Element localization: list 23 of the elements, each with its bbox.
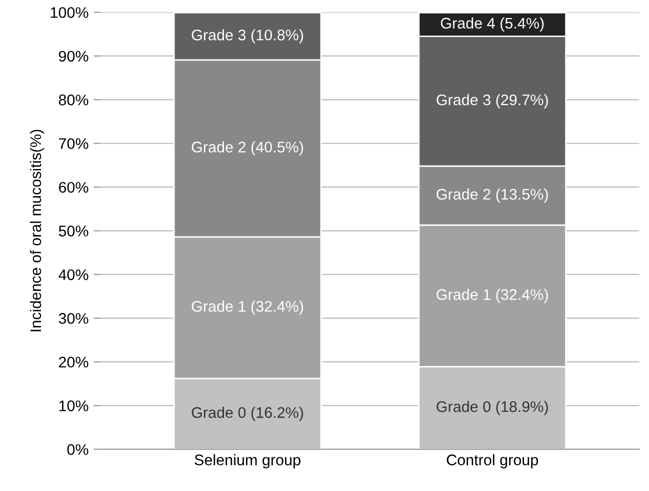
y-tick-label: 10%: [59, 400, 88, 412]
data-label: Grade 2 (13.5%): [436, 188, 548, 203]
data-label: Grade 3 (29.7%): [436, 94, 548, 108]
data-label: Grade 0 (18.9%): [436, 400, 548, 416]
data-label: Grade 3 (10.8%): [192, 29, 304, 44]
x-tick-label: Selenium group: [194, 454, 300, 468]
data-label: Grade 4 (5.4%): [440, 17, 544, 32]
x-tick-label: Control group: [446, 454, 538, 468]
data-label: Grade 1 (32.4%): [192, 300, 304, 315]
data-label: Grade 0 (16.2%): [192, 406, 304, 421]
y-tick-label: 100%: [50, 7, 88, 18]
y-tick-label: 50%: [58, 226, 88, 236]
y-axis-title: Incidence of oral mucositis(%): [30, 130, 44, 332]
data-label: Grade 2 (40.5%): [192, 141, 304, 156]
y-tick-label: 40%: [58, 269, 88, 280]
y-tick-label: 30%: [58, 313, 88, 324]
y-tick-label: 80%: [58, 94, 88, 106]
y-tick-label: 60%: [58, 182, 88, 193]
data-label: Grade 1 (32.4%): [436, 288, 548, 303]
y-tick-label: 90%: [58, 50, 88, 62]
y-tick-label: 70%: [58, 138, 88, 150]
y-tick-label: 0%: [67, 444, 88, 455]
y-tick-label: 20%: [58, 356, 88, 368]
